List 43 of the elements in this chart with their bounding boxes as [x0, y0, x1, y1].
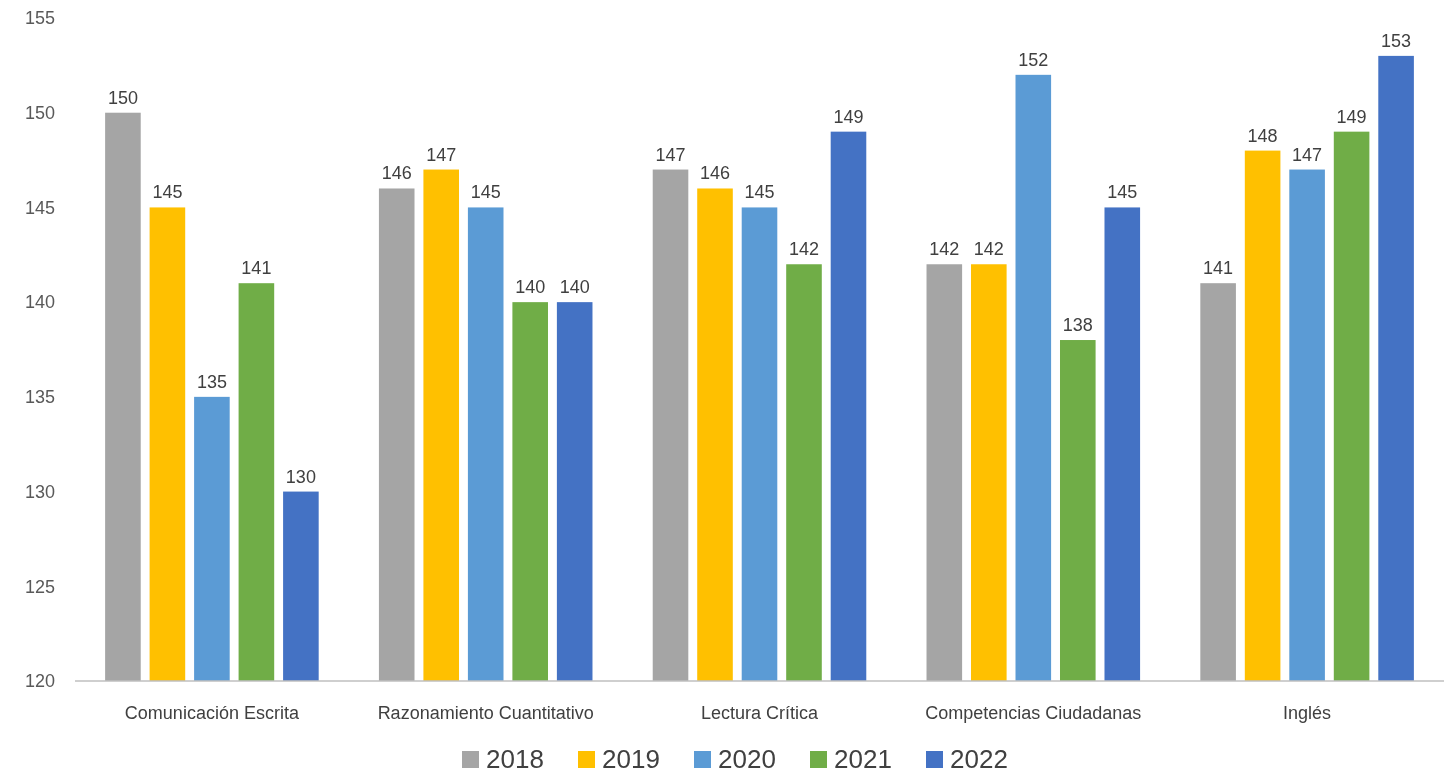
data-label: 130: [285, 466, 316, 487]
data-label: 149: [1336, 106, 1367, 127]
y-tick-label: 125: [24, 576, 55, 597]
legend-label: 2021: [834, 744, 892, 774]
data-label: 150: [107, 87, 138, 108]
data-label: 142: [788, 239, 820, 260]
data-label: 146: [699, 163, 731, 184]
data-label: 142: [929, 239, 960, 260]
y-tick-label: 120: [24, 671, 55, 692]
data-label: 141: [241, 258, 272, 279]
data-label: 147: [1292, 144, 1323, 165]
x-tick-label: Lectura Crítica: [700, 703, 820, 723]
data-label: 147: [426, 144, 457, 165]
legend-label: 2020: [718, 744, 776, 774]
data-label: 146: [381, 163, 412, 184]
data-label: 135: [196, 371, 227, 392]
y-tick-label: 135: [24, 387, 55, 408]
data-label: 149: [833, 106, 864, 127]
x-tick-label: Comunicación Escrita: [124, 703, 300, 723]
x-tick-label: Competencias Ciudadanas: [925, 703, 1142, 723]
data-label: 148: [1247, 125, 1278, 146]
data-label: 152: [1018, 49, 1049, 70]
data-label: 138: [1062, 315, 1093, 336]
data-label: 141: [1203, 258, 1234, 279]
y-tick-label: 150: [24, 103, 55, 124]
data-label: 142: [973, 239, 1004, 260]
data-label: 145: [470, 182, 501, 203]
legend-label: 2018: [486, 744, 544, 774]
data-label: 140: [559, 277, 590, 298]
y-tick-label: 130: [24, 481, 55, 502]
y-tick-label: 145: [24, 197, 55, 218]
data-label: 145: [1107, 182, 1138, 203]
data-label: 147: [655, 144, 686, 165]
legend-label: 2019: [602, 744, 660, 774]
x-tick-label: Razonamiento Cuantitativo: [377, 703, 594, 723]
data-label: 140: [515, 277, 546, 298]
data-label: 153: [1381, 30, 1412, 51]
data-label: 145: [152, 182, 183, 203]
y-tick-label: 155: [24, 8, 55, 29]
y-tick-label: 140: [24, 292, 55, 313]
x-tick-label: Inglés: [1283, 703, 1332, 723]
legend-label: 2022: [950, 744, 1008, 774]
data-label: 145: [744, 182, 775, 203]
